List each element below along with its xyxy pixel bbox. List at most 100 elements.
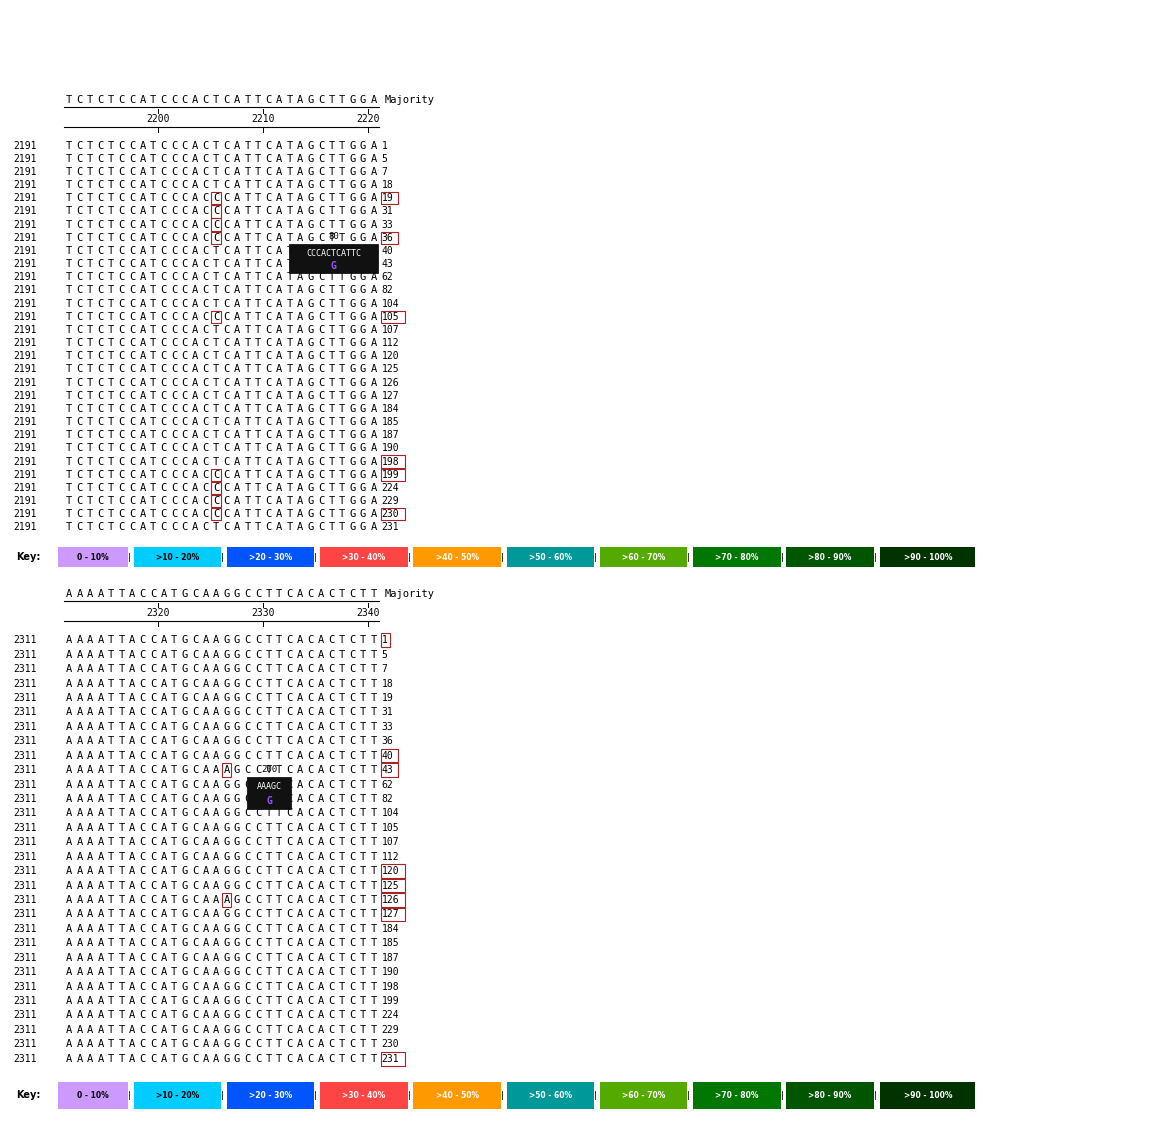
Text: 82: 82 <box>382 794 394 803</box>
Text: C: C <box>170 456 177 467</box>
Text: A: A <box>76 721 82 732</box>
Text: T: T <box>87 286 93 296</box>
Text: A: A <box>234 298 240 308</box>
Text: C: C <box>328 721 335 732</box>
Text: C: C <box>266 378 271 388</box>
Text: >20 - 30%: >20 - 30% <box>249 553 293 561</box>
Text: C: C <box>308 678 314 688</box>
Text: T: T <box>276 780 282 790</box>
Text: 2311: 2311 <box>14 1039 38 1049</box>
Text: C: C <box>266 483 271 493</box>
Text: G: G <box>349 94 356 105</box>
Text: G: G <box>223 1054 229 1064</box>
Text: T: T <box>66 298 72 308</box>
Text: G: G <box>360 470 367 480</box>
Text: 2191: 2191 <box>14 352 38 361</box>
Text: 2191: 2191 <box>14 246 38 256</box>
Text: A: A <box>66 678 72 688</box>
Text: C: C <box>328 1054 335 1064</box>
Text: A: A <box>129 838 135 848</box>
Text: C: C <box>181 259 188 269</box>
FancyBboxPatch shape <box>506 1081 595 1108</box>
Text: C: C <box>170 286 177 296</box>
Text: C: C <box>150 721 156 732</box>
Text: A: A <box>87 823 93 833</box>
Text: T: T <box>370 982 377 991</box>
Text: T: T <box>66 418 72 427</box>
Text: C: C <box>349 589 356 599</box>
Text: C: C <box>202 220 209 230</box>
Text: A: A <box>66 894 72 905</box>
Text: A: A <box>234 378 240 388</box>
Text: C: C <box>160 522 167 533</box>
Text: A: A <box>234 430 240 440</box>
Text: G: G <box>234 794 240 803</box>
Text: C: C <box>150 953 156 963</box>
Text: |: | <box>314 553 317 561</box>
Text: T: T <box>213 522 219 533</box>
Text: A: A <box>160 589 167 599</box>
Text: T: T <box>87 483 93 493</box>
Text: G: G <box>308 378 314 388</box>
Text: G: G <box>349 193 356 204</box>
Text: >30 - 40%: >30 - 40% <box>342 553 385 561</box>
Text: T: T <box>119 1054 125 1064</box>
Text: A: A <box>98 881 103 891</box>
Text: C: C <box>328 650 335 660</box>
Text: G: G <box>360 496 367 506</box>
Text: C: C <box>170 220 177 230</box>
Text: T: T <box>244 220 250 230</box>
Text: G: G <box>181 794 188 803</box>
Text: A: A <box>202 1054 209 1064</box>
Text: C: C <box>98 272 103 282</box>
Text: A: A <box>129 866 135 876</box>
Text: T: T <box>213 259 219 269</box>
Text: A: A <box>276 509 282 519</box>
Text: C: C <box>318 206 324 216</box>
Text: 200: 200 <box>261 765 277 774</box>
Text: T: T <box>87 338 93 348</box>
Text: C: C <box>119 364 125 374</box>
Text: T: T <box>287 444 293 453</box>
Text: A: A <box>276 325 282 335</box>
Text: T: T <box>87 272 93 282</box>
Text: A: A <box>213 1054 219 1064</box>
Text: T: T <box>328 430 335 440</box>
Text: T: T <box>255 522 261 533</box>
Text: C: C <box>213 483 219 493</box>
Text: C: C <box>192 851 199 861</box>
Text: A: A <box>370 522 377 533</box>
Text: A: A <box>202 909 209 920</box>
Text: C: C <box>223 154 229 164</box>
Text: >80 - 90%: >80 - 90% <box>808 553 852 561</box>
Text: 2311: 2311 <box>14 1011 38 1021</box>
Text: C: C <box>244 953 250 963</box>
Text: C: C <box>308 1039 314 1049</box>
Text: A: A <box>87 909 93 920</box>
Text: A: A <box>87 1039 93 1049</box>
Text: G: G <box>349 390 356 401</box>
Text: A: A <box>213 708 219 717</box>
Text: C: C <box>202 259 209 269</box>
Text: A: A <box>66 996 72 1006</box>
Text: A: A <box>98 1039 103 1049</box>
Text: C: C <box>349 765 356 775</box>
Text: C: C <box>202 325 209 335</box>
Text: T: T <box>108 338 114 348</box>
Text: A: A <box>318 765 324 775</box>
Text: T: T <box>244 154 250 164</box>
Text: C: C <box>160 390 167 401</box>
Text: T: T <box>287 483 293 493</box>
Text: T: T <box>108 736 114 747</box>
Text: 40: 40 <box>382 246 394 256</box>
Text: C: C <box>255 939 261 948</box>
Text: C: C <box>255 635 261 645</box>
Text: T: T <box>119 924 125 934</box>
Text: 229: 229 <box>382 1025 400 1034</box>
Text: C: C <box>119 94 125 105</box>
Text: C: C <box>244 823 250 833</box>
Text: C: C <box>140 909 146 920</box>
Text: T: T <box>255 352 261 361</box>
Text: C: C <box>150 589 156 599</box>
Bar <box>212 469 221 481</box>
